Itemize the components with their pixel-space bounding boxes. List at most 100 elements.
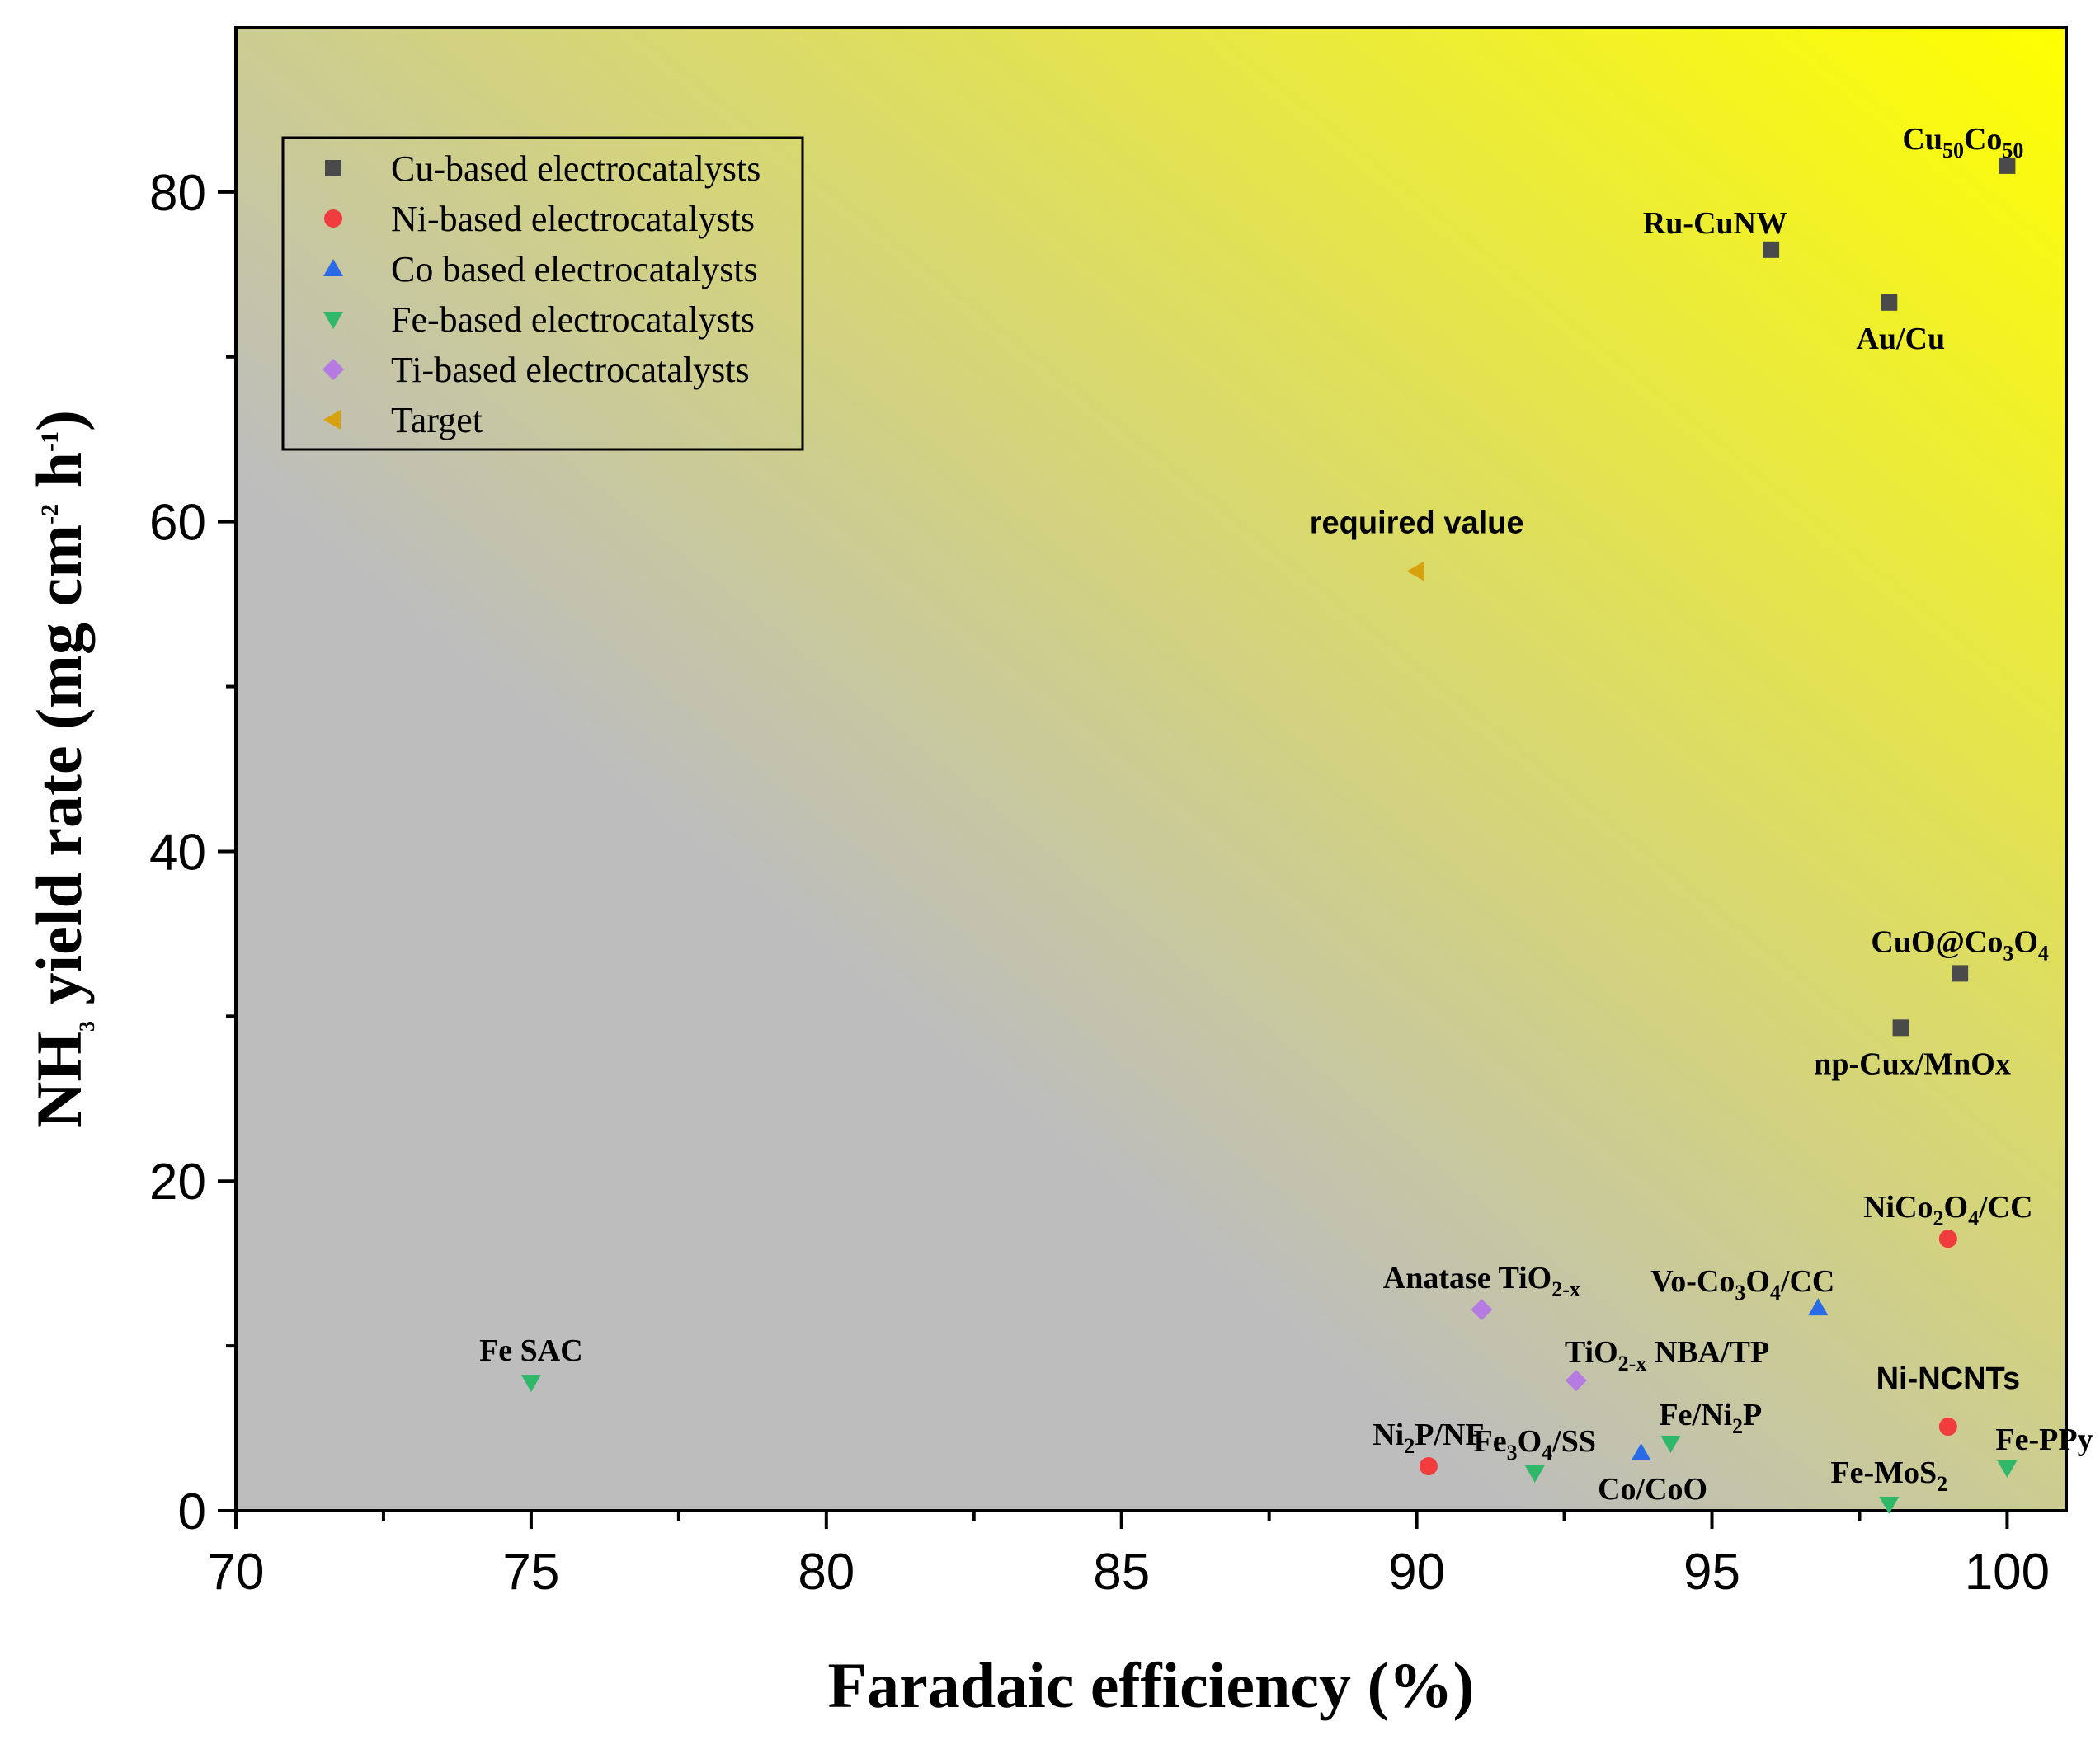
x-tick-label: 90 [1388,1544,1445,1601]
y-tick-label: 20 [149,1154,206,1211]
y-title-sup: -1 [36,431,64,452]
data-label-part: 2-x [1618,1352,1647,1376]
y-title-sub: 3 [75,1021,99,1032]
data-label-part: Fe-PPy [1995,1423,2093,1457]
data-labels: Cu50Co50Ru-CuNWAu/CuCuO@Co3O4np-Cux/MnOx… [479,122,2093,1507]
data-label-part: 3 [2003,941,2013,965]
data-label-part: /CC [1978,1190,2032,1225]
plot-frame [234,26,2068,1512]
data-label-part: 4 [1542,1441,1552,1465]
data-point [1565,1370,1587,1392]
data-label-part: Ni [1373,1418,1404,1452]
data-label-part: 4 [1968,1206,1979,1230]
data-point [1879,1497,1900,1515]
data-label-part: Ni-NCNTs [1876,1361,2021,1396]
data-label-part: Fe-MoS [1830,1455,1937,1490]
data-label: Fe-PPy [1995,1423,2093,1457]
data-label: Fe3O4/SS [1474,1424,1596,1465]
data-label: CuO@Co3O4 [1871,924,2049,965]
data-label-part: O [2013,924,2038,959]
data-label-part: CuO@Co [1871,924,2003,959]
data-point [1938,1230,1957,1249]
data-label-part: 2 [1933,1206,1944,1230]
y-title-part: ) [23,410,95,431]
data-point [1892,1019,1909,1037]
legend-label: Target [391,400,483,440]
data-label: Cu50Co50 [1902,122,2023,162]
legend-marker [323,410,341,430]
data-label: Ni-NCNTs [1876,1361,2021,1396]
x-axis-title: Faradaic efficiency (%) [827,1649,1474,1721]
data-label-part: Fe [1474,1424,1507,1459]
y-tick-label: 0 [178,1484,206,1540]
data-label: np-Cux/MnOx [1814,1046,2011,1081]
data-label: required value [1310,506,1524,541]
data-label-part: O [1944,1190,1969,1225]
data-label-part: 4 [1770,1281,1781,1305]
data-label-part: required value [1310,506,1524,541]
data-label-part: P/NF [1415,1418,1484,1452]
y-tick-label: 60 [149,495,206,552]
data-label-part: O [1745,1264,1770,1299]
data-label-part: O [1518,1424,1542,1459]
y-title-part: h [23,452,95,504]
legend-marker [323,259,343,276]
data-label-part: 3 [1507,1441,1518,1465]
legend-label: Co based electrocatalysts [391,249,758,289]
data-label: Ni2P/NF [1373,1418,1484,1458]
data-label-part: 50 [1942,139,1964,162]
data-label-part: TiO [1565,1335,1618,1370]
legend-label: Cu-based electrocatalysts [391,148,760,189]
x-tick-label: 75 [502,1544,559,1601]
data-label-part: 2 [1732,1414,1743,1438]
legend-label: Ti-based electrocatalysts [391,350,750,390]
data-label-part: 2 [1404,1434,1415,1458]
data-label-part: Vo-Co [1650,1264,1735,1299]
data-point [520,1375,541,1393]
data-label-part: Ru-CuNW [1643,206,1787,241]
x-tick-label: 80 [798,1544,855,1601]
data-point [1808,1298,1829,1316]
data-label-part: 3 [1735,1281,1745,1305]
data-label: Fe/Ni2P [1659,1398,1762,1438]
data-label-part: P [1743,1398,1762,1432]
data-label-part: NiCo [1863,1190,1933,1225]
data-point [1406,561,1424,581]
legend-marker [325,160,341,176]
data-label-part: Anatase TiO [1383,1261,1551,1296]
y-tick-label: 80 [149,165,206,222]
legend-label: Ni-based electrocatalysts [391,199,755,239]
legend-marker [323,312,343,329]
data-point [1952,965,1969,982]
data-point [1997,1460,2018,1479]
x-tick-label: 70 [208,1544,265,1601]
data-label-part: 2 [1937,1472,1947,1496]
plot-background [236,27,2066,1511]
data-label: TiO2-x NBA/TP [1565,1335,1769,1376]
data-label: Au/Cu [1856,322,1945,356]
data-label-part: /SS [1551,1424,1596,1459]
x-tick-label: 85 [1093,1544,1150,1601]
data-label-part: Co [1964,122,2002,157]
data-label: Vo-Co3O4/CC [1650,1264,1834,1305]
data-points [520,157,2018,1515]
data-label: NiCo2O4/CC [1863,1190,2032,1230]
legend: Cu-based electrocatalysts Ni-based electr… [281,136,804,451]
data-point [1419,1457,1438,1476]
y-title-part: yield rate (mg cm [23,524,95,1021]
data-label-part: 50 [2002,139,2023,162]
data-label-part: np-Cux/MnOx [1814,1046,2011,1081]
data-label: Fe SAC [479,1333,583,1368]
data-label-part: Fe SAC [479,1333,583,1368]
data-point [1631,1443,1651,1461]
data-point [1881,294,1898,311]
y-title-part: NH [23,1032,95,1128]
legend-label: Fe-based electrocatalysts [391,299,755,340]
data-point [1524,1465,1545,1484]
x-tick-label: 95 [1683,1544,1740,1601]
data-label-part: Co/CoO [1598,1472,1707,1507]
data-point [1763,241,1780,258]
data-label: Co/CoO [1598,1472,1707,1507]
y-axis-title: NH3 yield rate (mg cm-2 h-1) [23,410,99,1128]
